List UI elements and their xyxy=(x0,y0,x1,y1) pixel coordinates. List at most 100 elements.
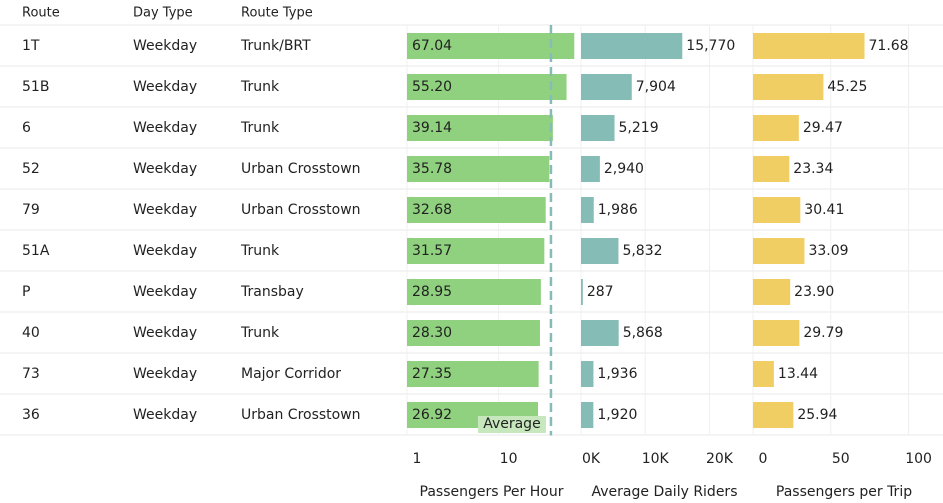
value-label: 26.92 xyxy=(412,407,452,423)
x-tick-label: 1 xyxy=(413,451,422,467)
value-label: 71.68 xyxy=(869,38,909,54)
table-cell: Weekday xyxy=(133,284,197,300)
table-cell: 51A xyxy=(22,243,50,259)
value-label: 7,904 xyxy=(636,79,676,95)
table-cell: Weekday xyxy=(133,202,197,218)
value-label: 35.78 xyxy=(412,161,452,177)
table-cell: Major Corridor xyxy=(241,366,341,382)
bar xyxy=(753,279,791,305)
table-cell: P xyxy=(22,284,30,300)
x-axis-title: Average Daily Riders xyxy=(592,484,738,500)
table-cell: Weekday xyxy=(133,38,197,54)
x-tick-label: 0 xyxy=(759,451,768,467)
table-cell: Weekday xyxy=(133,243,197,259)
bar xyxy=(407,320,540,346)
bar xyxy=(753,33,865,59)
value-label: 67.04 xyxy=(412,38,452,54)
value-label: 29.47 xyxy=(803,120,843,136)
bar xyxy=(407,197,546,223)
bar xyxy=(407,115,553,141)
value-label: 45.25 xyxy=(827,79,867,95)
table-cell: 52 xyxy=(22,161,40,177)
table-cell: Weekday xyxy=(133,325,197,341)
bar xyxy=(581,197,594,223)
bar xyxy=(753,74,824,100)
table-cell: Urban Crosstown xyxy=(241,407,361,423)
bar xyxy=(407,74,567,100)
bar xyxy=(581,33,683,59)
bar xyxy=(581,74,632,100)
bar xyxy=(581,156,600,182)
value-label: 1,920 xyxy=(597,407,637,423)
value-label: 33.09 xyxy=(808,243,848,259)
bar xyxy=(581,238,619,264)
column-header: Route xyxy=(22,6,60,21)
table-cell: Trunk xyxy=(240,243,280,259)
reference-label-box xyxy=(477,416,546,433)
value-label: 1,986 xyxy=(598,202,638,218)
value-label: 13.44 xyxy=(778,366,818,382)
value-label: 28.30 xyxy=(412,325,452,341)
table-cell: Weekday xyxy=(133,366,197,382)
value-label: 5,868 xyxy=(623,325,663,341)
value-label: 32.68 xyxy=(412,202,452,218)
value-label: 30.41 xyxy=(804,202,844,218)
column-header: Day Type xyxy=(133,6,193,21)
table-cell: 51B xyxy=(22,79,49,95)
table-cell: Trunk/BRT xyxy=(240,38,311,54)
bar xyxy=(581,361,594,387)
table-cell: 73 xyxy=(22,366,40,382)
column-header: Route Type xyxy=(241,6,313,21)
value-label: 23.90 xyxy=(794,284,834,300)
value-label: 5,219 xyxy=(619,120,659,136)
value-label: 25.94 xyxy=(797,407,837,423)
bar xyxy=(581,402,594,428)
bar xyxy=(581,320,619,346)
bar xyxy=(753,115,799,141)
bar xyxy=(407,361,539,387)
table-cell: 1T xyxy=(22,38,40,54)
table-cell: 36 xyxy=(22,407,40,423)
value-label: 27.35 xyxy=(412,366,452,382)
bar xyxy=(407,156,550,182)
bar xyxy=(581,115,615,141)
bar xyxy=(753,402,794,428)
bar xyxy=(407,279,541,305)
table-cell: 6 xyxy=(22,120,31,136)
value-label: 55.20 xyxy=(412,79,452,95)
bar xyxy=(407,238,545,264)
table-cell: Urban Crosstown xyxy=(241,161,361,177)
value-label: 287 xyxy=(587,284,614,300)
table-cell: Weekday xyxy=(133,161,197,177)
bar xyxy=(753,320,800,346)
value-label: 28.95 xyxy=(412,284,452,300)
x-tick-label: 50 xyxy=(832,451,850,467)
x-tick-label: 0K xyxy=(582,451,601,467)
value-label: 2,940 xyxy=(604,161,644,177)
table-cell: Trunk xyxy=(240,79,280,95)
table-cell: Urban Crosstown xyxy=(241,202,361,218)
bar xyxy=(753,156,790,182)
x-tick-label: 20K xyxy=(706,451,734,467)
x-tick-label: 10K xyxy=(642,451,670,467)
table-cell: Weekday xyxy=(133,407,197,423)
table-cell: Weekday xyxy=(133,120,197,136)
value-label: 31.57 xyxy=(412,243,452,259)
value-label: 39.14 xyxy=(412,120,452,136)
bar xyxy=(753,361,774,387)
x-axis-title: Passengers Per Hour xyxy=(420,484,564,500)
reference-label: Average xyxy=(483,416,541,432)
table-cell: Weekday xyxy=(133,79,197,95)
x-axis-title: Passengers per Trip xyxy=(776,484,912,500)
table-cell: Transbay xyxy=(240,284,304,300)
value-label: 5,832 xyxy=(622,243,662,259)
value-label: 15,770 xyxy=(686,38,735,54)
value-label: 23.34 xyxy=(793,161,833,177)
table-cell: 79 xyxy=(22,202,40,218)
bar xyxy=(753,238,805,264)
value-label: 1,936 xyxy=(597,366,637,382)
x-tick-label: 100 xyxy=(905,451,932,467)
bar xyxy=(753,197,801,223)
bar xyxy=(581,279,583,305)
